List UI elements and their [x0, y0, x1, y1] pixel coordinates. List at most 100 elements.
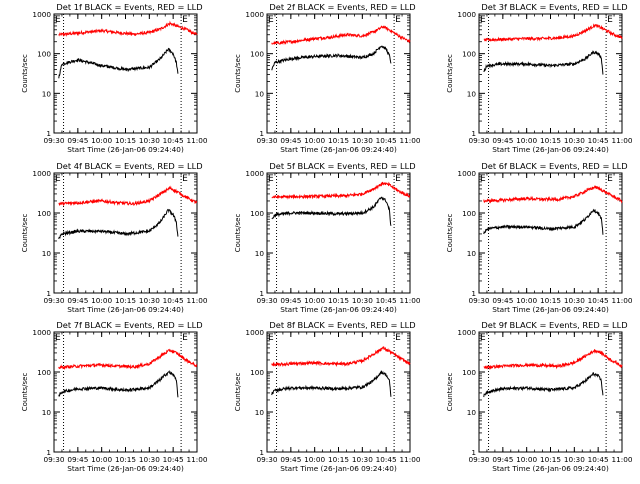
events-series-line [271, 45, 392, 71]
y-tick-label: 1000 [245, 169, 264, 178]
x-tick-label: 10:15 [540, 136, 561, 145]
plot-frame [266, 13, 411, 134]
x-tick-label: 10:15 [115, 455, 136, 464]
x-tick-label: 09:45 [67, 296, 88, 305]
x-tick-label: 10:45 [163, 136, 184, 145]
y-tick-label: 1 [471, 129, 476, 138]
x-tick-label: 10:30 [139, 455, 160, 464]
y-tick-label: 10 [467, 408, 477, 417]
x-tick-label: 09:45 [492, 455, 513, 464]
x-tick-label: 10:30 [352, 455, 373, 464]
x-tick-label: 10:45 [588, 455, 609, 464]
panel-title: Det 9f BLACK = Events, RED = LLD [481, 320, 627, 330]
x-tick-label: 11:00 [399, 455, 420, 464]
x-tick-label: 10:00 [304, 296, 325, 305]
x-tick-label: 11:00 [186, 136, 207, 145]
x-tick-label: 10:45 [376, 455, 397, 464]
x-tick-label: 10:30 [352, 296, 373, 305]
y-tick-label: 10 [255, 89, 265, 98]
marker-label: E [395, 333, 401, 343]
marker-label: E [182, 333, 188, 343]
x-tick-label: 10:45 [163, 296, 184, 305]
y-tick-label: 1000 [32, 328, 51, 337]
lld-series-line [271, 25, 411, 46]
panel-title: Det 7f BLACK = Events, RED = LLD [56, 320, 202, 330]
y-tick-label: 100 [462, 50, 476, 59]
y-tick-label: 1000 [245, 328, 264, 337]
plot-frame [53, 13, 198, 134]
y-axis-label: Counts/sec [234, 373, 242, 412]
x-tick-label: 10:00 [516, 136, 537, 145]
x-tick-label: 09:45 [280, 296, 301, 305]
y-tick-label: 100 [37, 209, 51, 218]
y-tick-label: 1000 [245, 10, 264, 19]
events-series-line [483, 372, 604, 398]
y-tick-label: 100 [250, 368, 264, 377]
x-tick-label: 10:30 [564, 296, 585, 305]
x-tick-label: 10:45 [163, 455, 184, 464]
x-axis-label: Start Time (26-Jan-06 09:24:40) [280, 464, 397, 473]
x-tick-label: 09:30 [256, 455, 277, 464]
panel-9: Det 9f BLACK = Events, RED = LLD Counts/s… [446, 320, 633, 473]
panel-title: Det 2f BLACK = Events, RED = LLD [269, 2, 415, 12]
x-tick-label: 09:30 [256, 136, 277, 145]
y-axis-label: Counts/sec [446, 214, 454, 253]
lld-series-line [483, 23, 623, 43]
panel-2: Det 2f BLACK = Events, RED = LLD Counts/s… [234, 2, 421, 154]
x-tick-label: 10:15 [328, 455, 349, 464]
y-tick-label: 1000 [457, 10, 476, 19]
panel-title: Det 5f BLACK = Events, RED = LLD [269, 161, 415, 171]
lld-series-line [58, 185, 198, 207]
events-series-line [58, 370, 179, 398]
marker-label: E [55, 15, 61, 25]
x-axis-label: Start Time (26-Jan-06 09:24:40) [280, 145, 397, 154]
x-tick-label: 10:45 [376, 136, 397, 145]
panel-4: Det 4f BLACK = Events, RED = LLD Counts/s… [21, 161, 208, 314]
y-tick-label: 1 [46, 289, 51, 298]
marker-label: E [268, 333, 274, 343]
x-tick-label: 11:00 [611, 455, 632, 464]
plot-frame [478, 331, 623, 453]
y-tick-label: 100 [462, 209, 476, 218]
y-axis-label: Counts/sec [234, 54, 242, 93]
lld-series-line [271, 181, 411, 200]
x-tick-label: 10:30 [564, 136, 585, 145]
plot-frame [478, 172, 623, 294]
x-tick-label: 09:30 [43, 136, 64, 145]
panel-title: Det 4f BLACK = Events, RED = LLD [56, 161, 202, 171]
plot-frame [53, 331, 198, 453]
marker-label: E [480, 333, 486, 343]
y-axis-label: Counts/sec [21, 373, 29, 412]
marker-label: E [268, 15, 274, 25]
x-tick-label: 09:45 [280, 136, 301, 145]
marker-label: E [55, 174, 61, 184]
x-axis-label: Start Time (26-Jan-06 09:24:40) [67, 145, 184, 154]
y-tick-label: 1 [471, 289, 476, 298]
y-tick-label: 100 [250, 209, 264, 218]
x-tick-label: 11:00 [186, 296, 207, 305]
y-tick-label: 10 [42, 408, 52, 417]
x-tick-label: 11:00 [611, 296, 632, 305]
x-tick-label: 10:00 [304, 455, 325, 464]
x-axis-label: Start Time (26-Jan-06 09:24:40) [280, 305, 397, 314]
y-tick-label: 1 [471, 448, 476, 457]
x-tick-label: 09:45 [280, 455, 301, 464]
x-tick-label: 10:15 [540, 296, 561, 305]
x-tick-label: 10:00 [91, 455, 112, 464]
y-tick-label: 1000 [32, 169, 51, 178]
y-tick-label: 10 [255, 249, 265, 258]
lld-series-line [271, 346, 411, 368]
marker-label: E [607, 174, 613, 184]
x-tick-label: 09:30 [468, 296, 489, 305]
x-tick-label: 10:15 [540, 455, 561, 464]
y-axis-label: Counts/sec [446, 54, 454, 93]
x-tick-label: 09:45 [492, 136, 513, 145]
x-axis-label: Start Time (26-Jan-06 09:24:40) [492, 305, 609, 314]
x-tick-label: 09:45 [492, 296, 513, 305]
events-series-line [58, 47, 179, 79]
marker-label: E [182, 174, 188, 184]
y-tick-label: 10 [467, 249, 477, 258]
events-series-line [483, 50, 604, 75]
